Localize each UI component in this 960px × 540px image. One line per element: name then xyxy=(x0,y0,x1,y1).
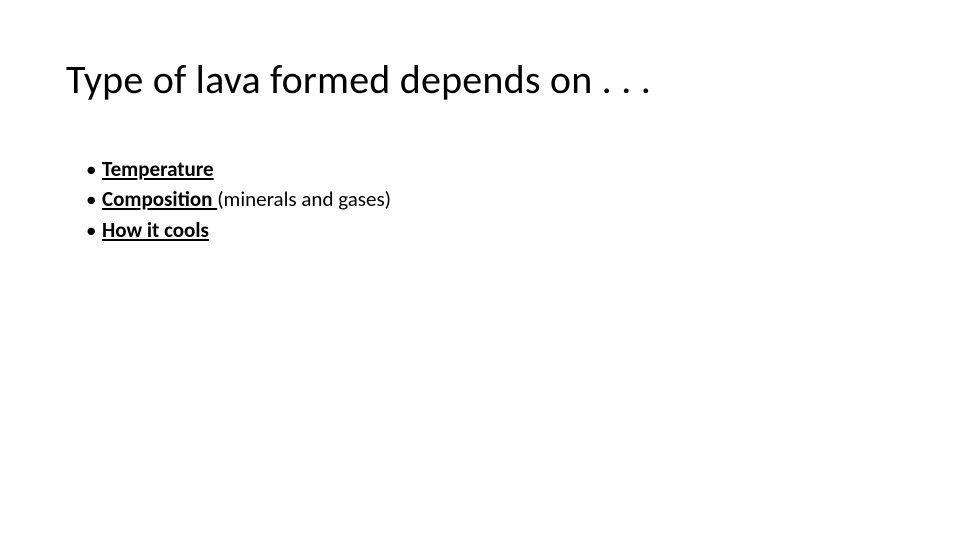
bullet-list: Temperature Composition (minerals and ga… xyxy=(86,154,894,245)
list-item: Composition (minerals and gases) xyxy=(86,184,894,214)
bullet-strong: Composition xyxy=(102,186,217,212)
bullet-strong: How it cools xyxy=(102,217,209,243)
bullet-strong: Temperature xyxy=(102,156,214,182)
bullet-rest: (minerals and gases) xyxy=(217,186,391,212)
slide: Type of lava formed depends on . . . Tem… xyxy=(0,0,960,540)
list-item: Temperature xyxy=(86,154,894,184)
list-item: How it cools xyxy=(86,215,894,245)
slide-title: Type of lava formed depends on . . . xyxy=(66,58,894,102)
